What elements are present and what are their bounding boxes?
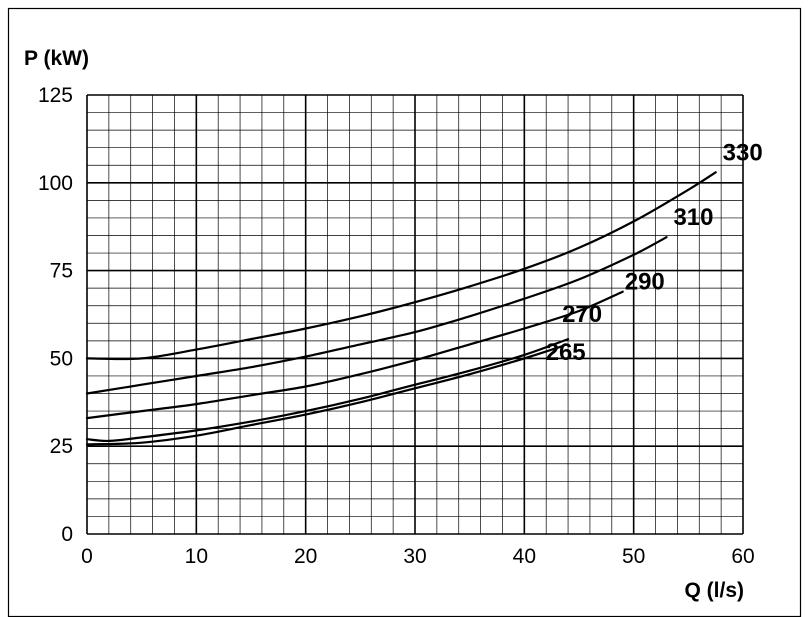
x-tick-label: 60 xyxy=(731,545,754,568)
series-line-310 xyxy=(85,236,668,395)
y-tick-label: 25 xyxy=(50,435,73,458)
series-label-270: 270 xyxy=(562,301,602,328)
x-tick-label: 50 xyxy=(622,545,645,568)
series-label-290: 290 xyxy=(625,269,665,296)
series-label-310: 310 xyxy=(673,204,713,231)
y-tick-label: 0 xyxy=(61,523,73,546)
y-tick-label: 75 xyxy=(50,260,73,283)
x-tick-label: 10 xyxy=(185,545,208,568)
series-line-290 xyxy=(85,290,624,420)
x-tick-label: 0 xyxy=(81,545,93,568)
y-tick-label: 50 xyxy=(50,347,73,370)
series-label-265: 265 xyxy=(546,339,586,366)
curve-labels: 330 310 290 270 265 xyxy=(546,139,763,366)
series-line-265 xyxy=(85,345,564,446)
y-tick-label: 125 xyxy=(38,84,73,107)
x-axis-title: Q (l/s) xyxy=(684,579,744,602)
x-tick-label: 20 xyxy=(294,545,317,568)
series-line-270 xyxy=(85,338,570,443)
series-line-330 xyxy=(85,171,717,361)
tick-labels: 0 10 20 30 40 50 60 0 25 50 75 100 125 xyxy=(38,84,755,568)
curves xyxy=(85,171,717,446)
y-axis-title: P (kW) xyxy=(24,47,89,70)
x-tick-label: 30 xyxy=(403,545,426,568)
series-label-330: 330 xyxy=(723,139,763,166)
y-tick-label: 100 xyxy=(38,172,73,195)
grid xyxy=(86,94,744,535)
chart-frame xyxy=(7,7,802,617)
x-tick-label: 40 xyxy=(513,545,536,568)
